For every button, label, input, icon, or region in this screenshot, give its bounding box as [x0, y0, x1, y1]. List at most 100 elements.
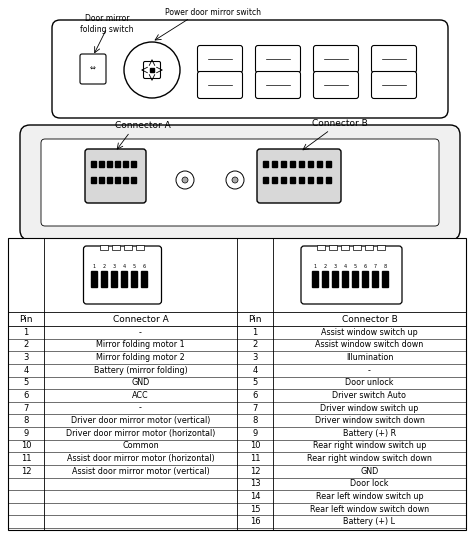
- Bar: [116, 177, 120, 183]
- Bar: [363, 279, 368, 287]
- Bar: [318, 161, 322, 167]
- Text: Common: Common: [122, 442, 159, 451]
- Text: 6: 6: [252, 391, 258, 400]
- Text: Assist window switch down: Assist window switch down: [315, 341, 424, 349]
- Bar: [273, 177, 277, 183]
- Text: 7: 7: [374, 264, 377, 270]
- Text: 8: 8: [103, 280, 106, 286]
- Text: Illumination: Illumination: [346, 353, 393, 362]
- Text: 14: 14: [250, 492, 260, 501]
- Text: -: -: [368, 366, 371, 375]
- Text: Rear right window switch up: Rear right window switch up: [313, 442, 426, 451]
- Text: Assist door mirror motor (horizontal): Assist door mirror motor (horizontal): [67, 454, 214, 463]
- Bar: [91, 271, 98, 279]
- Text: 2: 2: [103, 264, 106, 270]
- Bar: [327, 161, 331, 167]
- Text: 4: 4: [123, 264, 126, 270]
- Text: 8: 8: [23, 416, 29, 425]
- Bar: [108, 161, 112, 167]
- Text: 1: 1: [314, 264, 317, 270]
- FancyBboxPatch shape: [372, 45, 417, 73]
- Text: Battery (+) L: Battery (+) L: [344, 517, 395, 526]
- Bar: [332, 279, 338, 287]
- Text: 11: 11: [250, 454, 260, 463]
- FancyBboxPatch shape: [41, 139, 439, 226]
- Bar: [383, 279, 389, 287]
- Text: Door mirror
folding switch: Door mirror folding switch: [80, 14, 134, 34]
- Bar: [282, 177, 286, 183]
- Bar: [312, 279, 319, 287]
- Text: Driver window switch down: Driver window switch down: [315, 416, 424, 425]
- Text: 9: 9: [252, 429, 258, 438]
- Bar: [322, 271, 328, 279]
- FancyBboxPatch shape: [301, 246, 402, 304]
- Bar: [329, 245, 337, 250]
- Bar: [353, 271, 358, 279]
- Bar: [100, 161, 104, 167]
- Bar: [125, 245, 133, 250]
- Text: 3: 3: [113, 264, 116, 270]
- Bar: [137, 245, 145, 250]
- FancyBboxPatch shape: [198, 45, 243, 73]
- Text: Battery (+) R: Battery (+) R: [343, 429, 396, 438]
- Bar: [373, 279, 379, 287]
- Text: Pin: Pin: [248, 315, 262, 324]
- FancyBboxPatch shape: [20, 125, 460, 240]
- Bar: [142, 279, 147, 287]
- Text: 10: 10: [21, 442, 31, 451]
- Text: Connector A: Connector A: [115, 121, 171, 130]
- Bar: [327, 177, 331, 183]
- FancyBboxPatch shape: [80, 54, 106, 84]
- Bar: [121, 279, 128, 287]
- FancyBboxPatch shape: [255, 45, 301, 73]
- Text: 1: 1: [23, 328, 28, 337]
- Text: Driver window switch up: Driver window switch up: [320, 404, 419, 413]
- Bar: [124, 177, 128, 183]
- Bar: [121, 271, 128, 279]
- Text: 9: 9: [314, 280, 317, 286]
- Text: Rear right window switch down: Rear right window switch down: [307, 454, 432, 463]
- Text: 12: 12: [141, 280, 147, 286]
- Text: Battery (mirror folding): Battery (mirror folding): [94, 366, 187, 375]
- Bar: [383, 271, 389, 279]
- Bar: [373, 271, 379, 279]
- Text: 16: 16: [250, 517, 260, 526]
- Bar: [353, 279, 358, 287]
- Text: 11: 11: [21, 454, 31, 463]
- Bar: [318, 245, 326, 250]
- FancyBboxPatch shape: [198, 72, 243, 98]
- Bar: [101, 271, 108, 279]
- Text: 5: 5: [23, 378, 28, 387]
- Text: 2: 2: [324, 264, 327, 270]
- Text: 4: 4: [252, 366, 258, 375]
- Bar: [264, 177, 268, 183]
- Text: 2: 2: [23, 341, 28, 349]
- Bar: [273, 161, 277, 167]
- Text: Assist door mirror motor (vertical): Assist door mirror motor (vertical): [72, 467, 210, 476]
- Bar: [318, 177, 322, 183]
- Text: Mirror folding motor 2: Mirror folding motor 2: [96, 353, 185, 362]
- Circle shape: [176, 171, 194, 189]
- Text: Pin: Pin: [19, 315, 33, 324]
- Text: 5: 5: [133, 264, 136, 270]
- Bar: [142, 271, 147, 279]
- Text: 7: 7: [252, 404, 258, 413]
- Bar: [309, 177, 313, 183]
- Text: Connector B: Connector B: [312, 119, 368, 128]
- FancyBboxPatch shape: [255, 72, 301, 98]
- Text: 9: 9: [113, 280, 116, 286]
- Bar: [312, 271, 319, 279]
- Bar: [100, 177, 104, 183]
- Text: Door unlock: Door unlock: [345, 378, 394, 387]
- Bar: [91, 177, 97, 183]
- Text: 2: 2: [252, 341, 258, 349]
- Bar: [108, 177, 112, 183]
- Text: Mirror folding motor 1: Mirror folding motor 1: [96, 341, 185, 349]
- Bar: [131, 177, 137, 183]
- Bar: [341, 245, 349, 250]
- Bar: [291, 161, 295, 167]
- Text: Driver switch Auto: Driver switch Auto: [332, 391, 407, 400]
- Text: Rear left window switch up: Rear left window switch up: [316, 492, 423, 501]
- Text: 7: 7: [23, 404, 29, 413]
- Text: 3: 3: [252, 353, 258, 362]
